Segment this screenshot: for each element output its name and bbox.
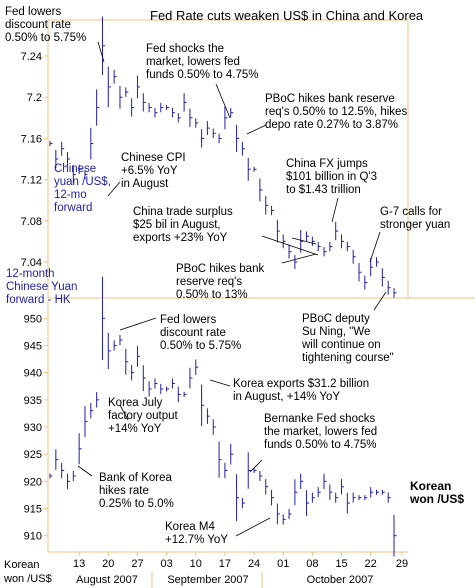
x-tick-label: 17 (219, 558, 231, 570)
annotation-g7: G-7 calls for stronger yuan (380, 206, 451, 231)
pointer-line (291, 237, 317, 245)
annotation-pboc-reserve-top: PBoC hikes bank reserve req's 0.50% to 1… (265, 93, 408, 131)
won-y-axis: 910 915 920 925 930 935 940 945 950 (24, 313, 48, 543)
month-label: September 2007 (167, 574, 248, 586)
pointer-line (119, 317, 157, 331)
pointer-line (249, 459, 263, 473)
month-label: August 2007 (76, 574, 138, 586)
yuan-tick-label: 7.04 (21, 257, 42, 269)
pointer-line (235, 517, 271, 537)
corner-axis-label: won /US$ (3, 573, 52, 585)
annotation-bernanke: Bernanke Fed shocks the market, lowers f… (264, 413, 378, 451)
pointer-line (97, 41, 105, 63)
pointer-line (77, 465, 93, 477)
won-series (49, 276, 397, 557)
chart-title: Fed Rate cuts weaken US$ in China and Ko… (150, 8, 424, 23)
pointer-line (215, 83, 231, 119)
pointer-line (281, 253, 317, 264)
x-tick-label: 20 (102, 558, 114, 570)
pointer-line (107, 181, 121, 197)
x-tick-label: 27 (131, 558, 143, 570)
yuan-tick-label: 7.08 (21, 216, 42, 228)
pointer-line (261, 235, 319, 256)
won-tick-label: 920 (24, 476, 42, 488)
x-axis: 13 20 27 03 10 17 24 01 08 15 22 29 August 2007 Septe… (3, 552, 408, 588)
won-tick-label: 935 (24, 395, 42, 407)
x-tick-label: 15 (335, 558, 347, 570)
x-tick-label: 10 (190, 558, 202, 570)
won-tick-label: 950 (24, 313, 42, 325)
annotation-pointers (77, 41, 387, 537)
yuan-tick-label: 7.12 (21, 175, 42, 187)
annotation-korea-factory: Korea July factory output +14% YoY (108, 397, 178, 435)
pointer-line (369, 231, 381, 263)
won-series-label: Korean won /US$ (410, 479, 465, 506)
won-tick-label: 910 (24, 531, 42, 543)
pointer-line (331, 197, 339, 223)
x-tick-label: 22 (365, 558, 377, 570)
annotation-bok: Bank of Korea hikes rate 0.25% to 5.0% (99, 472, 174, 510)
yuan-tick-label: 7.16 (21, 133, 42, 145)
x-tick-label: 13 (73, 558, 85, 570)
yuan-tick-label: 7.2 (27, 92, 42, 104)
annotation-pboc-reserve-13: PBoC hikes bank reserve req's 0.50% to 1… (176, 263, 265, 301)
pointer-line (119, 404, 129, 421)
pointer-line (373, 291, 387, 311)
x-tick-label: 03 (160, 558, 172, 570)
yuan-tick-label: 7.24 (21, 51, 42, 63)
annotation-pboc-deputy: PBoC deputy Su Ning, "We will continue o… (302, 313, 394, 364)
month-label: October 2007 (307, 574, 374, 586)
annotation-fed-shocks-top: Fed shocks the market, lowers fed funds … (146, 43, 259, 81)
x-tick-label: 01 (277, 558, 289, 570)
x-tick-label: 24 (248, 558, 260, 570)
annotation-fed-discount-top: Fed lowers discount rate 0.50% to 5.75% (5, 6, 87, 44)
annotation-china-trade: China trade surplus $25 bil in August, e… (133, 206, 233, 244)
x-tick-label: 29 (396, 558, 408, 570)
yuan-y-axis: 7.04 7.08 7.12 7.16 7.2 7.24 (21, 51, 48, 269)
corner-axis-label: Korean (4, 559, 39, 571)
yuan-series-label: Chinese yuan /US$, 12-mo forward (54, 163, 111, 214)
pointer-line (209, 379, 231, 387)
won-tick-label: 925 (24, 449, 42, 461)
won-tick-label: 940 (24, 368, 42, 380)
won-tick-label: 915 (24, 504, 42, 516)
yuan-axis-title: 12-month Chinese Yuan forward - HK (6, 268, 78, 306)
annotation-korea-m4: Korea M4 +12.7% YoY (165, 521, 228, 546)
annotation-fed-discount-bottom: Fed lowers discount rate 0.50% to 5.75% (160, 314, 242, 352)
chart-frame (47, 19, 475, 553)
annotation-china-fx: China FX jumps $101 billion in Q'3 to $1… (286, 158, 378, 196)
annotation-korea-exports: Korea exports $31.2 billion in August, +… (233, 378, 370, 403)
won-tick-label: 945 (24, 340, 42, 352)
x-tick-label: 08 (306, 558, 318, 570)
won-tick-label: 930 (24, 422, 42, 434)
pointer-line (246, 124, 267, 135)
yuan-series (49, 16, 397, 298)
annotation-china-cpi: Chinese CPI +6.5% YoY in August (121, 152, 186, 190)
